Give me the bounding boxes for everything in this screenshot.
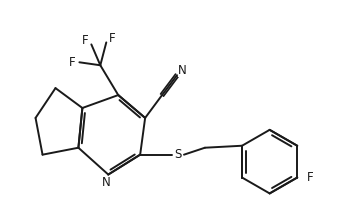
Text: S: S [174, 148, 182, 161]
Text: F: F [307, 171, 314, 184]
Text: F: F [109, 32, 116, 45]
Text: F: F [82, 34, 89, 47]
Text: N: N [178, 64, 186, 77]
Text: N: N [102, 176, 111, 189]
Text: F: F [69, 56, 76, 69]
